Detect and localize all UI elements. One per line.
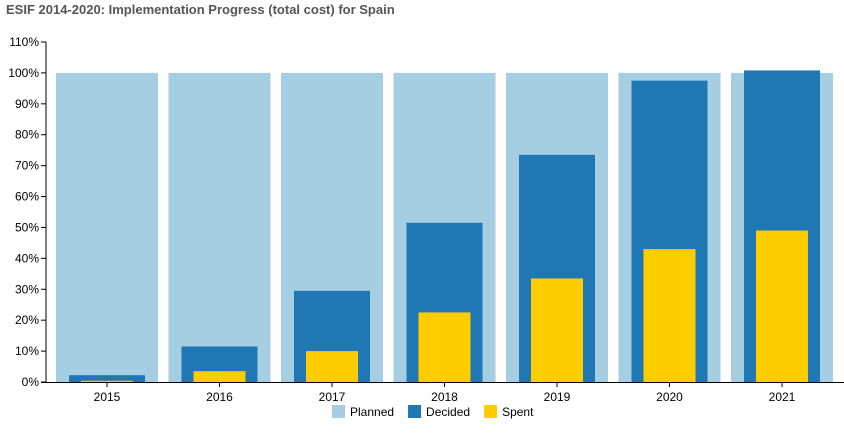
y-tick-label: 70% (15, 159, 39, 173)
bar-spent-2016 (193, 371, 246, 382)
legend: Planned Decided Spent (332, 405, 534, 419)
y-tick-label: 80% (15, 128, 39, 142)
y-tick-label: 30% (15, 282, 39, 296)
bar-spent-2018 (418, 312, 471, 382)
axis-layer: 2015 2016 2017 2018 2019 2020 2021 0% 10% 20% 30% 4… (8, 35, 844, 404)
bar-planned-2016 (168, 72, 271, 382)
bar-planned-2015 (56, 72, 158, 382)
y-tick-label: 50% (15, 220, 39, 234)
chart-title: ESIF 2014-2020: Implementation Progress … (6, 2, 395, 17)
y-tick-label: 40% (15, 251, 39, 265)
legend-swatch-planned (332, 405, 345, 418)
y-tick-label: 10% (15, 344, 39, 358)
legend-label-planned: Planned (350, 405, 394, 419)
bar-spent-2015 (81, 380, 133, 382)
bar-spent-2020 (643, 249, 696, 382)
y-tick-label: 60% (15, 190, 39, 204)
x-tick-label: 2016 (206, 390, 233, 404)
y-tick-label: 100% (8, 66, 39, 80)
bar-spent-2021 (756, 230, 808, 382)
y-tick-label: 20% (15, 313, 39, 327)
y-tick-label: 0% (22, 375, 40, 389)
x-tick-label: 2020 (656, 390, 683, 404)
y-tick-label: 90% (15, 97, 39, 111)
legend-label-decided: Decided (426, 405, 470, 419)
y-tick-label: 110% (9, 35, 39, 49)
legend-label-spent: Spent (502, 405, 534, 419)
x-tick-label: 2017 (319, 390, 346, 404)
x-tick-label: 2021 (769, 390, 796, 404)
legend-swatch-spent (484, 405, 498, 418)
bar-decided-2015 (69, 375, 145, 382)
x-tick-label: 2018 (431, 390, 458, 404)
x-tick-label: 2019 (544, 390, 571, 404)
bar-spent-2019 (531, 278, 583, 382)
bar-spent-2017 (306, 351, 358, 382)
legend-swatch-decided (408, 405, 422, 418)
bars-layer (56, 70, 833, 383)
x-tick-label: 2015 (94, 390, 121, 404)
